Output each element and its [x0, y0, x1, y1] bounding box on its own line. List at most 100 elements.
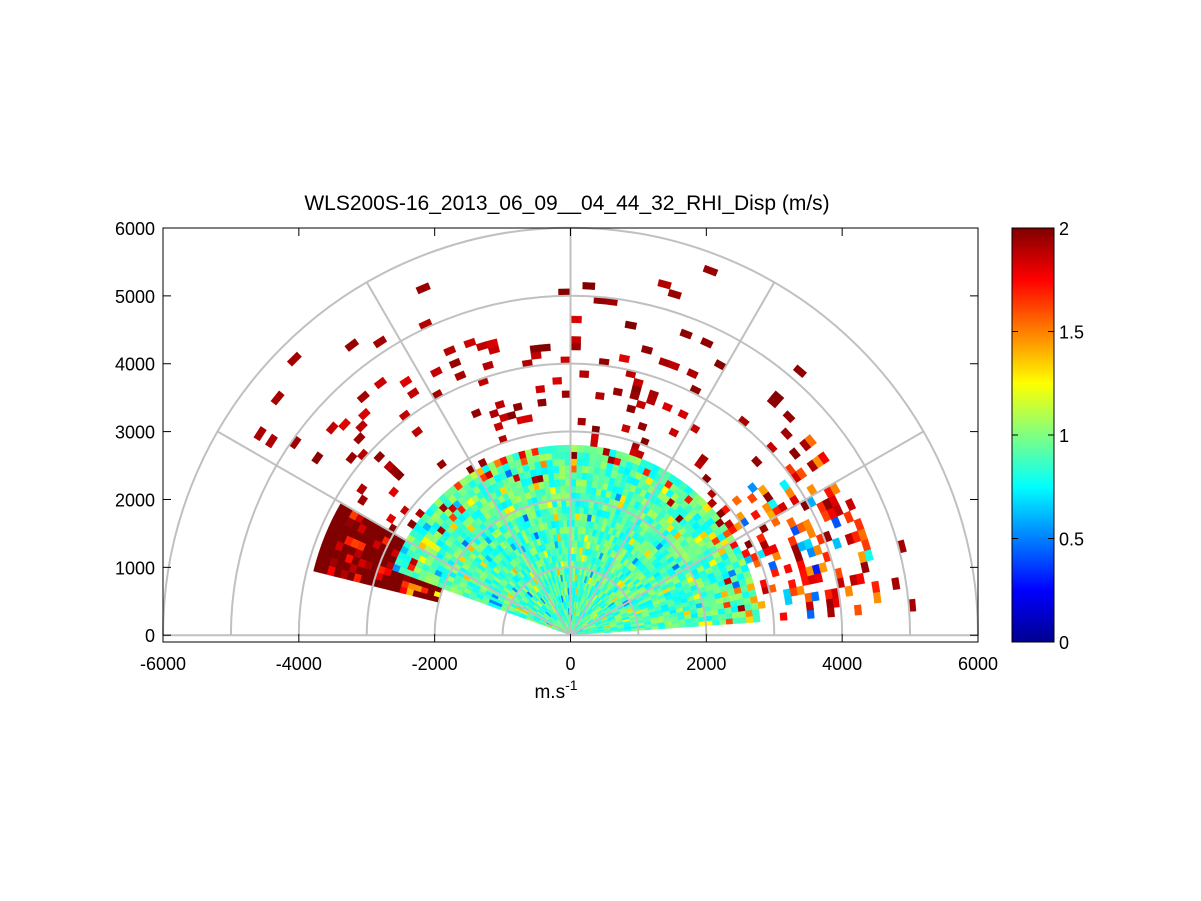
axis-ticks	[162, 227, 979, 642]
spoke-line	[365, 281, 572, 636]
heat-cell	[561, 506, 567, 514]
heat-cell	[373, 450, 386, 463]
heat-cell	[558, 465, 566, 473]
heat-cell	[356, 390, 370, 404]
heat-cell	[550, 445, 558, 454]
heat-cell	[488, 408, 500, 419]
heat-cell	[590, 439, 599, 448]
heat-cell	[576, 444, 585, 453]
heat-cell	[544, 452, 553, 461]
heat-cell	[581, 472, 588, 481]
heat-cell	[580, 485, 587, 494]
heat-cell	[482, 360, 494, 371]
heat-cell	[745, 615, 754, 624]
heat-cell	[553, 479, 561, 487]
heat-cell	[556, 444, 565, 453]
heat-cell	[573, 533, 578, 541]
heat-cell	[264, 433, 278, 449]
heat-cell	[454, 370, 467, 382]
heat-cell	[557, 451, 565, 460]
y-tick-label: 5000	[115, 287, 155, 307]
heat-cell	[752, 615, 761, 623]
colorbar-tick-label: 0	[1059, 633, 1069, 653]
heat-cell	[570, 336, 582, 344]
heat-cell	[539, 343, 551, 352]
heat-cell	[811, 591, 820, 602]
heat-cell	[702, 264, 719, 277]
colorbar-tick-label: 1	[1059, 426, 1069, 446]
heat-cell	[712, 619, 720, 626]
heat-cell	[587, 466, 595, 475]
heat-cell	[470, 408, 482, 419]
y-tick-label: 2000	[115, 490, 155, 510]
heat-cell	[557, 458, 565, 467]
heat-cell	[589, 445, 598, 454]
heat-cell	[572, 553, 577, 561]
heat-cell	[577, 519, 583, 528]
heat-cell	[388, 486, 400, 498]
heat-cell	[399, 375, 413, 388]
heat-cell	[583, 445, 591, 454]
x-tick-label: 4000	[822, 654, 862, 674]
heat-cell	[463, 337, 477, 349]
heat-cell	[668, 427, 680, 438]
heat-cell	[573, 546, 577, 555]
heat-cell	[494, 399, 506, 410]
x-tick-labels: -6000 -4000 -2000 0 2000 4000 6000	[140, 654, 998, 674]
heat-cell	[771, 390, 785, 404]
heat-cell	[558, 288, 571, 297]
heat-cell	[493, 421, 504, 432]
heat-cell	[586, 472, 594, 481]
heat-cell	[286, 351, 302, 367]
heat-cell	[560, 356, 571, 364]
heat-cell	[372, 335, 388, 349]
heat-cell	[658, 357, 671, 368]
heat-cell	[677, 409, 689, 420]
heat-cell	[582, 452, 590, 460]
heat-cell	[345, 451, 358, 465]
heat-cell	[537, 398, 547, 407]
x-axis-label: m.s-1	[534, 677, 577, 703]
y-tick-label: 6000	[115, 219, 155, 239]
heat-cell	[580, 479, 588, 487]
heat-cell	[551, 458, 559, 467]
spoke-line	[569, 281, 776, 636]
heat-cell	[535, 385, 546, 394]
heat-cell	[570, 315, 582, 324]
heat-cell	[436, 459, 447, 470]
colorbar-tick-label: 2	[1059, 219, 1069, 239]
heat-cell	[757, 600, 766, 609]
heat-cell	[637, 421, 648, 432]
heat-cell	[477, 457, 488, 468]
heat-cell	[406, 519, 417, 530]
heat-cell	[570, 342, 581, 351]
heat-cell	[700, 337, 714, 349]
y-tick-label: 1000	[115, 558, 155, 578]
heat-cell	[552, 465, 560, 474]
colorbar: 0 0.5 1 1.5 2	[1011, 219, 1084, 653]
heat-cell	[804, 434, 817, 448]
heat-cell	[553, 472, 560, 481]
heat-cell	[779, 479, 791, 492]
heat-cell	[325, 421, 339, 435]
heat-cell	[750, 509, 761, 521]
heat-cell	[575, 472, 583, 480]
heat-cell	[385, 513, 397, 524]
y-tick-label: 0	[145, 626, 155, 646]
heat-cell	[621, 424, 631, 434]
heat-cell	[844, 585, 854, 597]
heat-cell	[578, 513, 584, 521]
heat-cell	[313, 561, 323, 574]
heat-cell	[406, 387, 420, 399]
heat-cell	[686, 368, 699, 380]
heat-cell	[383, 460, 395, 472]
heat-cell	[575, 478, 582, 487]
heat-cell	[353, 432, 366, 445]
heat-cell	[575, 465, 583, 473]
heat-cell	[574, 512, 580, 521]
heat-cell	[782, 410, 796, 424]
heat-cell	[577, 526, 583, 535]
heat-cell	[357, 494, 369, 506]
heat-cell	[595, 391, 605, 401]
heat-cell	[802, 518, 813, 531]
